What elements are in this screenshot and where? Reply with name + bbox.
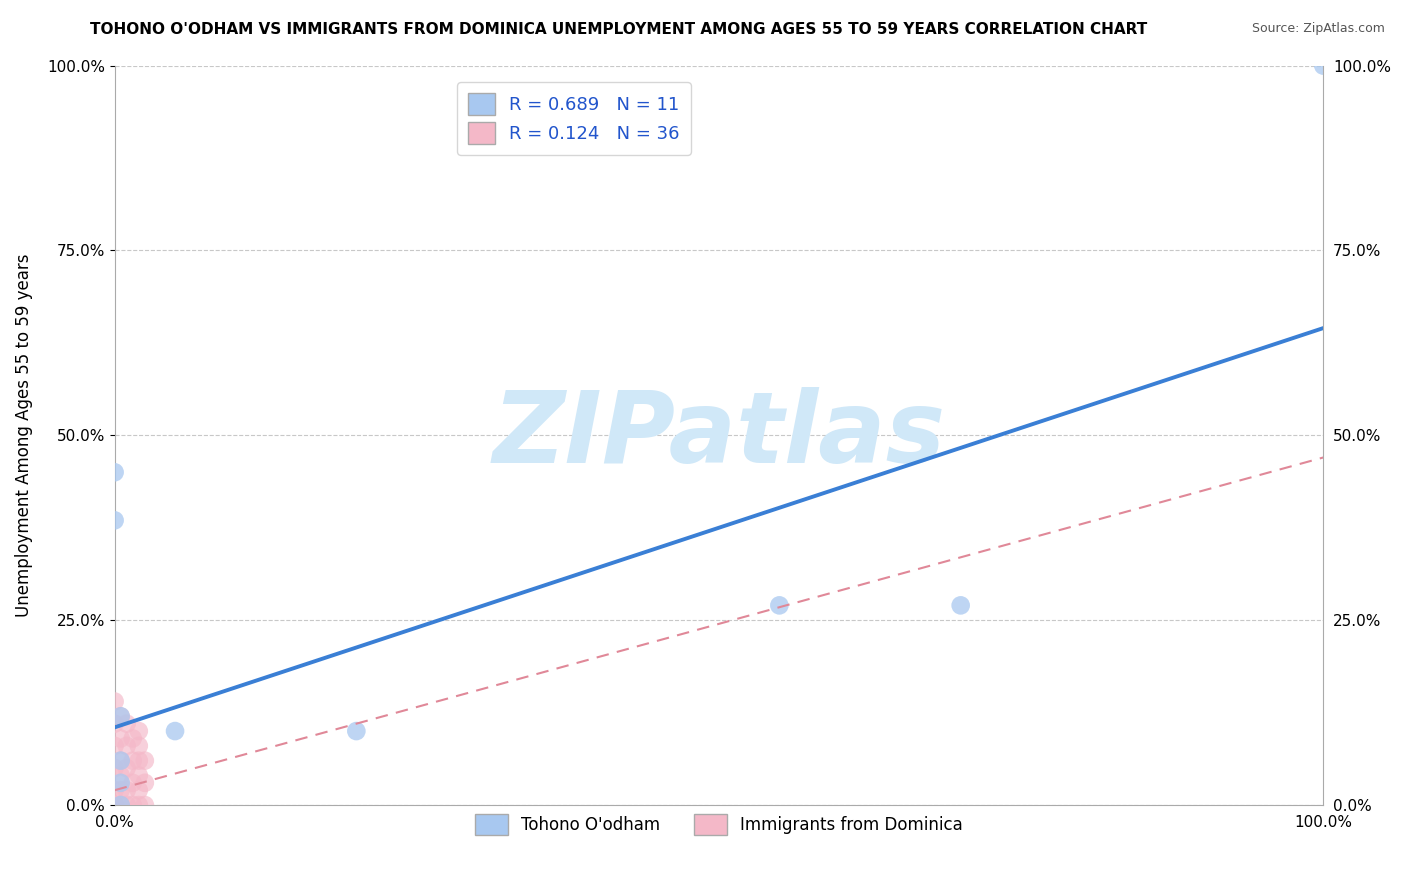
Point: [121, 776, 143, 790]
Point: [110, 709, 132, 723]
Point: [121, 754, 143, 768]
Point: [110, 776, 132, 790]
Point: [104, 739, 127, 753]
Point: [110, 797, 132, 812]
Point: [104, 797, 127, 812]
Point: [128, 797, 150, 812]
Point: [104, 694, 127, 708]
Point: [128, 754, 150, 768]
Point: [104, 513, 127, 527]
Point: [110, 731, 132, 746]
Point: [110, 754, 132, 768]
Point: [115, 783, 138, 797]
Point: [110, 797, 132, 812]
Legend: Tohono O'odham, Immigrants from Dominica: Tohono O'odham, Immigrants from Dominica: [464, 805, 973, 845]
Point: [104, 797, 127, 812]
Point: [115, 797, 138, 812]
Y-axis label: Unemployment Among Ages 55 to 59 years: Unemployment Among Ages 55 to 59 years: [15, 253, 32, 617]
Point: [949, 599, 972, 613]
Point: [104, 783, 127, 797]
Point: [128, 739, 150, 753]
Text: Source: ZipAtlas.com: Source: ZipAtlas.com: [1251, 22, 1385, 36]
Point: [344, 724, 367, 739]
Point: [115, 761, 138, 775]
Point: [104, 465, 127, 479]
Point: [121, 797, 143, 812]
Point: [104, 797, 127, 812]
Point: [115, 739, 138, 753]
Point: [110, 783, 132, 797]
Point: [768, 599, 790, 613]
Point: [128, 724, 150, 739]
Point: [104, 716, 127, 731]
Point: [104, 761, 127, 775]
Point: [163, 724, 186, 739]
Point: [104, 797, 127, 812]
Point: [104, 797, 127, 812]
Point: [134, 797, 156, 812]
Point: [128, 768, 150, 782]
Point: [104, 797, 127, 812]
Point: [134, 776, 156, 790]
Text: ZIPatlas: ZIPatlas: [492, 387, 945, 483]
Point: [110, 754, 132, 768]
Point: [115, 716, 138, 731]
Point: [1312, 59, 1334, 73]
Point: [110, 768, 132, 782]
Point: [128, 783, 150, 797]
Point: [121, 731, 143, 746]
Point: [104, 797, 127, 812]
Point: [134, 754, 156, 768]
Text: TOHONO O'ODHAM VS IMMIGRANTS FROM DOMINICA UNEMPLOYMENT AMONG AGES 55 TO 59 YEAR: TOHONO O'ODHAM VS IMMIGRANTS FROM DOMINI…: [90, 22, 1147, 37]
Point: [110, 709, 132, 723]
